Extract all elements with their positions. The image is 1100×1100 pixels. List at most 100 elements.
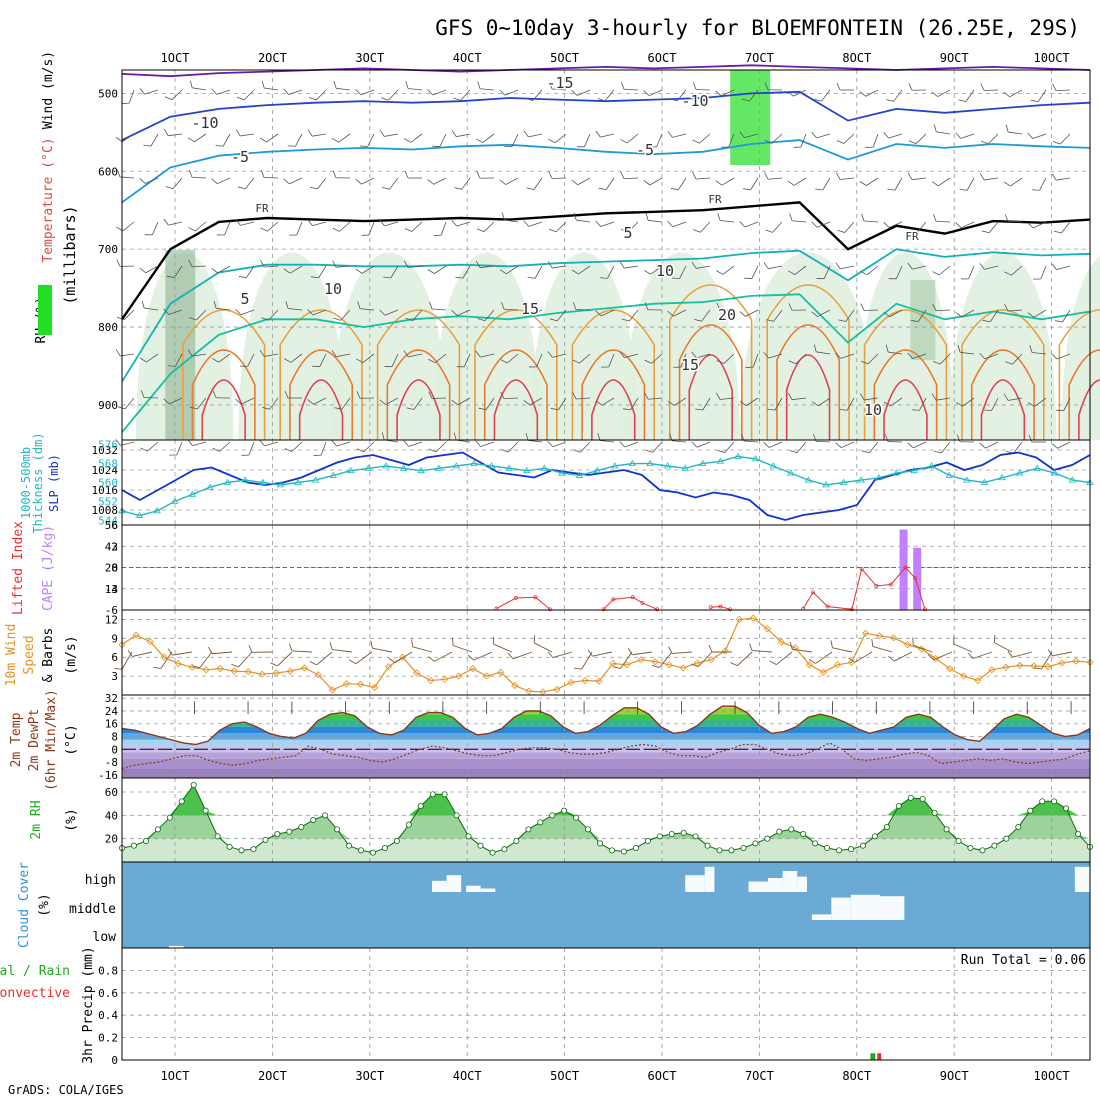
lifted-index-marker	[728, 607, 733, 612]
lifted-index-line	[603, 596, 658, 610]
barb-staff	[915, 133, 927, 145]
cape-bar	[913, 547, 922, 610]
upper-wind-barb	[597, 433, 615, 443]
lifted-index-line	[802, 566, 926, 610]
wind-speed-marker	[244, 668, 252, 676]
barb-staff	[701, 309, 711, 322]
isotherm-warm-arch	[668, 284, 753, 440]
upper-wind-barb	[499, 265, 519, 275]
wind-speed-marker	[904, 641, 912, 649]
upper-wind-barb	[547, 351, 567, 358]
barb-staff	[218, 353, 231, 363]
upper-wind-barb	[669, 89, 687, 102]
barb-flag	[744, 277, 752, 279]
contour-label: -10	[681, 92, 708, 110]
barb-flag	[883, 132, 889, 139]
rh-shade-region	[739, 252, 877, 440]
barb-flag	[787, 90, 794, 97]
y-tick-label-wind: 12	[105, 613, 118, 626]
barb-flag	[121, 102, 130, 104]
barb-flag	[888, 278, 897, 280]
barb-flag	[403, 440, 409, 447]
rh-marker	[1039, 798, 1046, 805]
barb-flag	[955, 222, 962, 228]
barb-staff	[624, 441, 639, 448]
barb-staff	[485, 397, 495, 410]
barb-staff	[604, 89, 615, 101]
barb-flag	[694, 318, 702, 322]
barb-flag	[861, 450, 870, 454]
upper-wind-barb	[360, 133, 375, 147]
barb-staff	[581, 651, 593, 670]
upper-wind-barb	[216, 221, 231, 236]
barb-staff	[506, 265, 519, 275]
barb-flag	[789, 213, 793, 221]
barb-staff	[737, 651, 753, 666]
barb-staff	[840, 353, 855, 359]
lifted-index-marker	[888, 582, 893, 587]
upper-wind-barb	[595, 397, 615, 406]
isotherm-warm-arch	[493, 379, 539, 440]
x-tick-label-top: 7OCT	[745, 51, 774, 65]
barb-flag	[716, 360, 724, 364]
barb-flag	[405, 81, 409, 89]
upper-wind-barb	[428, 391, 447, 399]
upper-wind-barb	[1052, 83, 1071, 92]
barb-staff	[336, 353, 351, 358]
barb-staff	[504, 219, 519, 223]
barb-staff	[195, 221, 207, 232]
barb-flag	[886, 99, 894, 102]
upper-wind-barb	[404, 170, 422, 179]
surface-wind-barb	[627, 648, 653, 656]
barb-staff	[434, 353, 447, 364]
y-axis-label-temp-units: (°C)	[64, 724, 79, 755]
surface-wind-barb	[167, 648, 193, 656]
y-axis-label-thickness: 1000-500mb	[19, 447, 33, 519]
cloud-block	[704, 866, 715, 892]
upper-wind-barb	[622, 397, 639, 411]
barb-staff	[172, 651, 193, 656]
barb-staff	[583, 133, 591, 147]
rh-marker	[202, 807, 209, 814]
precip-run-total: Run Total = 0.06	[961, 953, 1086, 968]
upper-wind-barb	[955, 221, 975, 229]
barb-flag	[231, 663, 239, 668]
surface-wind-barb	[993, 634, 1013, 653]
thickness-marker	[787, 469, 795, 476]
surface-wind-barb	[830, 640, 853, 653]
barb-flag	[361, 234, 369, 236]
barb-flag	[187, 439, 193, 446]
thickness-line	[121, 455, 1091, 517]
upper-wind-barb	[1003, 393, 1023, 401]
upper-wind-barb	[619, 351, 639, 359]
barb-flag	[667, 131, 673, 138]
upper-wind-barb	[694, 309, 711, 322]
upper-wind-barb	[332, 260, 351, 268]
surface-wind-barb	[587, 649, 613, 657]
barb-staff	[792, 648, 813, 653]
barb-staff	[893, 89, 903, 102]
barb-flag	[692, 172, 697, 180]
barb-staff	[792, 397, 807, 401]
x-tick-label-top: 5OCT	[550, 51, 579, 65]
barb-flag	[187, 137, 195, 143]
lifted-index-marker	[655, 607, 660, 612]
thickness-marker	[945, 471, 953, 478]
thickness-marker	[593, 466, 601, 474]
barb-staff	[939, 353, 951, 365]
surface-wind-barb	[493, 636, 513, 653]
barb-flag	[716, 392, 721, 400]
upper-wind-barb	[356, 353, 375, 363]
barb-staff	[1061, 221, 1071, 234]
barb-flag	[691, 351, 697, 359]
barb-staff	[412, 309, 423, 321]
thickness-marker	[399, 464, 408, 471]
wind-speed-marker	[1002, 663, 1010, 671]
barb-staff	[410, 133, 423, 143]
barb-staff	[624, 265, 639, 269]
barb-flag	[931, 91, 938, 97]
thickness-marker	[540, 464, 549, 471]
upper-wind-barb	[331, 440, 351, 447]
upper-wind-barb	[763, 262, 783, 270]
upper-wind-barb	[211, 177, 231, 185]
